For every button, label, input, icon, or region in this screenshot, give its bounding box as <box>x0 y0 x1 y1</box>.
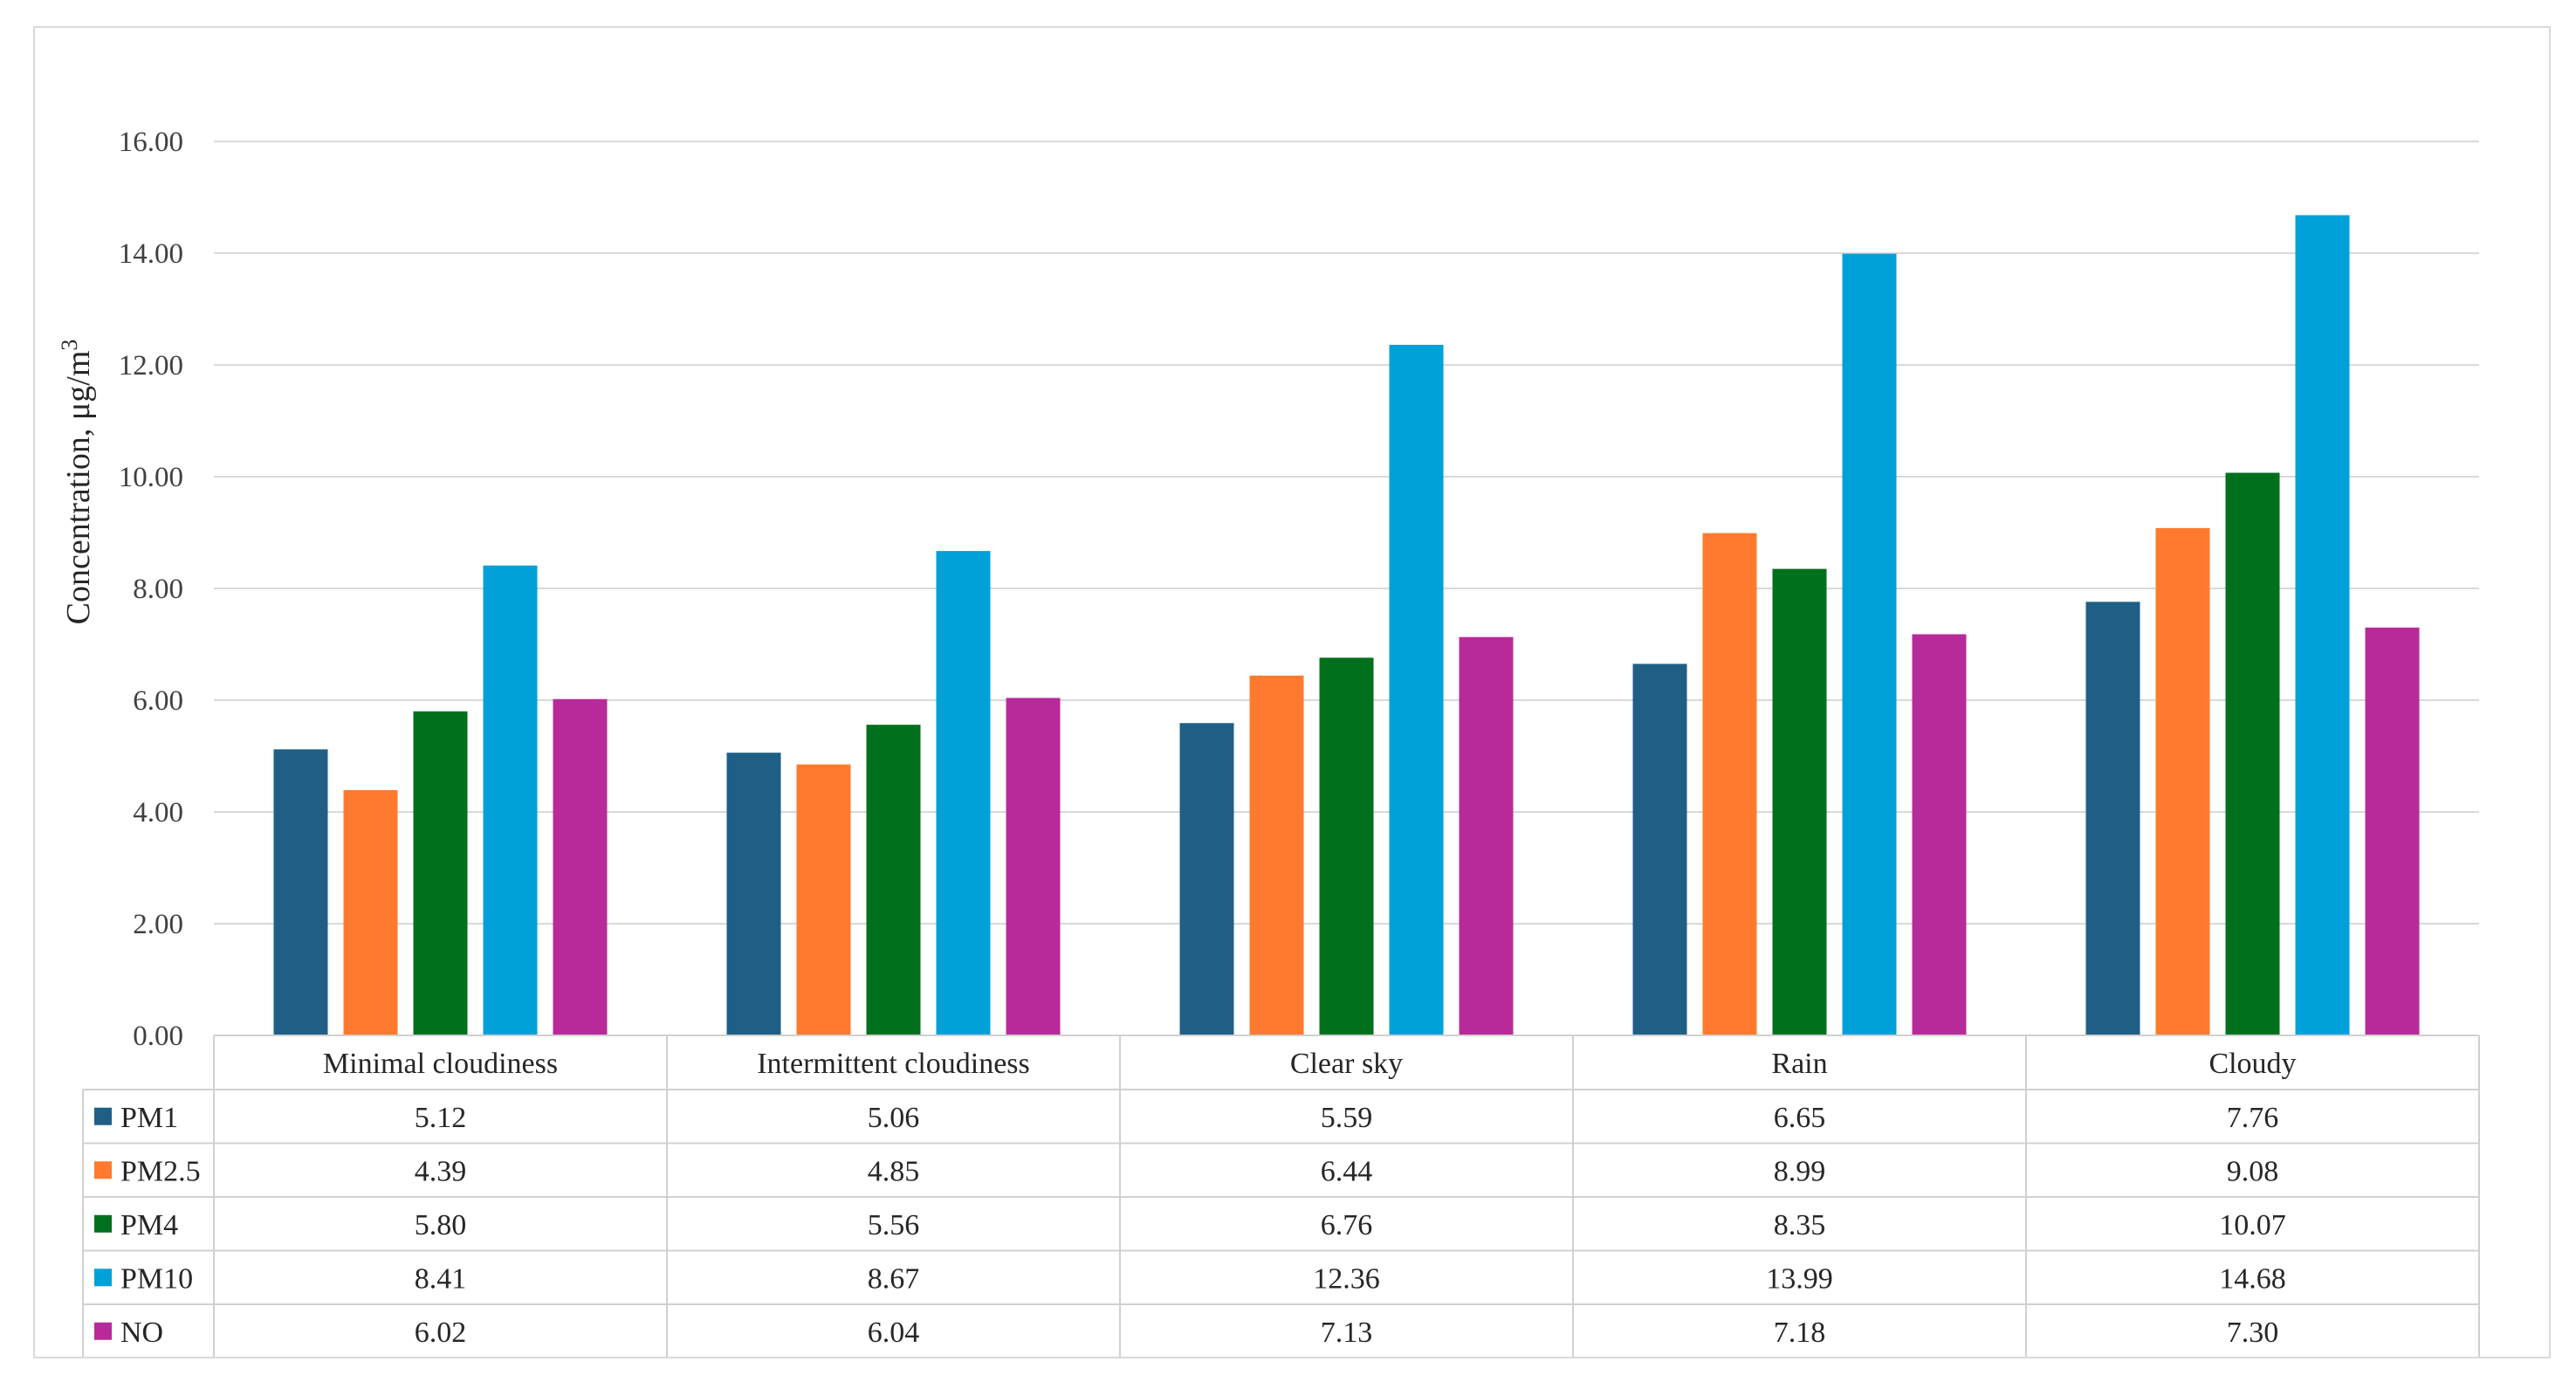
data-label: 14.68 <box>2219 1262 2286 1295</box>
category-label: Cloudy <box>2208 1048 2296 1080</box>
legend-swatch <box>94 1269 112 1287</box>
bar-pm2-5-2 <box>1249 675 1304 1035</box>
data-label: 10.07 <box>2219 1209 2286 1241</box>
bar-pm1-2 <box>1179 723 1234 1035</box>
bar-no-3 <box>1912 634 1967 1035</box>
y-tick-label: 0.00 <box>133 1021 183 1052</box>
chart-frame: 0.00 2.00 4.00 6.00 8.00 10.00 12.00 14.00 16.00… <box>33 26 2551 1358</box>
y-tick-label: 12.00 <box>119 350 183 382</box>
y-tick-label: 6.00 <box>133 685 183 717</box>
data-label: 5.56 <box>868 1209 920 1241</box>
data-label: 13.99 <box>1766 1262 1833 1295</box>
bar-no-1 <box>1006 698 1061 1035</box>
category-label: Minimal cloudiness <box>323 1048 558 1080</box>
y-tick-label: 16.00 <box>119 127 183 158</box>
y-tick-label: 4.00 <box>133 797 183 829</box>
bar-pm1-1 <box>726 753 781 1035</box>
data-label: 5.12 <box>415 1102 467 1134</box>
data-label: 5.59 <box>1321 1102 1373 1134</box>
bar-pm2-5-1 <box>796 764 851 1035</box>
bar-no-0 <box>553 698 608 1035</box>
data-label: 4.85 <box>868 1155 920 1187</box>
y-axis-title-superscript: 3 <box>57 340 82 351</box>
data-label: 7.76 <box>2227 1102 2279 1134</box>
data-label: 6.76 <box>1321 1209 1373 1241</box>
bar-pm4-2 <box>1319 657 1374 1035</box>
data-table: Minimal cloudiness Intermittent cloudines… <box>82 1035 2480 1357</box>
data-label: 6.02 <box>415 1317 467 1349</box>
data-label: 7.18 <box>1774 1317 1826 1349</box>
y-axis-title: Concentration, μg/m3 <box>57 340 97 625</box>
data-label: 8.67 <box>868 1262 920 1295</box>
bar-pm4-4 <box>2225 472 2280 1035</box>
bar-pm10-3 <box>1842 253 1897 1035</box>
bar-pm1-3 <box>1632 664 1687 1035</box>
bar-pm2-5-0 <box>343 790 398 1035</box>
data-label: 6.44 <box>1321 1155 1373 1187</box>
data-label: 8.35 <box>1774 1209 1826 1241</box>
data-label: 8.41 <box>415 1262 467 1295</box>
category-label: Clear sky <box>1290 1048 1403 1080</box>
category-label: Rain <box>1771 1048 1827 1080</box>
bar-pm4-1 <box>866 725 921 1035</box>
bar-pm2-5-3 <box>1702 533 1757 1035</box>
bar-chart: 0.00 2.00 4.00 6.00 8.00 10.00 12.00 14.00 16.00… <box>57 127 2480 1357</box>
y-tick-label: 2.00 <box>133 909 183 940</box>
y-axis-title-text: Concentration, μg/m <box>60 351 97 625</box>
data-label: 6.04 <box>868 1317 920 1349</box>
category-label: Intermittent cloudiness <box>757 1048 1030 1080</box>
bar-pm10-4 <box>2295 215 2350 1036</box>
data-label: 7.13 <box>1321 1317 1373 1349</box>
data-label: 6.65 <box>1774 1102 1826 1134</box>
bar-pm4-3 <box>1772 568 1827 1035</box>
legend-series-name: PM2.5 <box>120 1155 201 1187</box>
data-label: 12.36 <box>1313 1262 1380 1295</box>
y-tick-label: 8.00 <box>133 574 183 605</box>
data-label: 7.30 <box>2227 1317 2279 1349</box>
bar-pm1-0 <box>273 749 328 1035</box>
bar-pm10-1 <box>936 551 991 1035</box>
data-label: 5.80 <box>415 1209 467 1241</box>
legend-swatch <box>94 1322 112 1340</box>
bar-no-2 <box>1459 636 1514 1035</box>
legend-swatch <box>94 1161 112 1179</box>
bar-pm10-0 <box>483 565 538 1035</box>
y-tick-label: 10.00 <box>119 462 183 493</box>
legend-swatch <box>94 1214 112 1233</box>
legend-series-name: PM4 <box>120 1209 178 1241</box>
data-label: 4.39 <box>415 1155 467 1187</box>
legend-series-name: NO <box>120 1317 163 1349</box>
bar-pm4-0 <box>413 711 468 1035</box>
legend-series-name: PM1 <box>120 1102 178 1134</box>
bar-pm1-4 <box>2085 602 2140 1035</box>
data-label: 5.06 <box>868 1102 920 1134</box>
legend-swatch <box>94 1107 112 1125</box>
legend-series-name: PM10 <box>120 1262 193 1295</box>
data-label: 8.99 <box>1774 1155 1826 1187</box>
bar-pm10-2 <box>1389 344 1444 1036</box>
y-tick-label: 14.00 <box>119 238 183 270</box>
bar-pm2-5-4 <box>2155 527 2210 1035</box>
bars <box>273 215 2420 1036</box>
bar-no-4 <box>2365 627 2420 1035</box>
y-axis-ticks: 0.00 2.00 4.00 6.00 8.00 10.00 12.00 14.00 16.00 <box>119 127 183 1052</box>
data-label: 9.08 <box>2227 1155 2279 1187</box>
